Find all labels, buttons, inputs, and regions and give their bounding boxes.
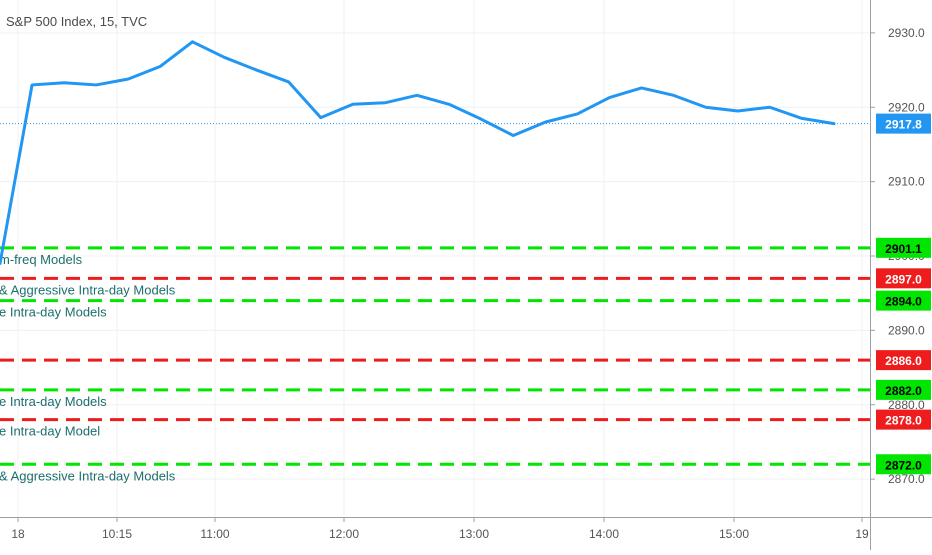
level-annotation: e Intra-day Models xyxy=(0,305,107,320)
y-tick-label: 2910.0 xyxy=(888,175,925,189)
x-tick-label: 13:00 xyxy=(459,527,489,541)
x-tick-label: 10:15 xyxy=(102,527,132,541)
y-tick-label: 2920.0 xyxy=(888,100,925,114)
level-price-tag-label: 2901.1 xyxy=(885,242,922,256)
level-annotation: e Intra-day Model xyxy=(0,424,100,439)
y-tick-label: 2890.0 xyxy=(888,323,925,337)
last-price-tag-label: 2917.8 xyxy=(885,118,922,132)
x-tick-label: 11:00 xyxy=(200,527,229,541)
level-annotation: e Intra-day Models xyxy=(0,394,107,409)
level-annotation: & Aggressive Intra-day Models xyxy=(0,282,176,297)
x-tick-label: 12:00 xyxy=(329,527,359,541)
level-price-tag-label: 2897.0 xyxy=(885,272,922,286)
x-tick-label: 18 xyxy=(11,527,25,541)
level-annotation: m-freq Models xyxy=(0,252,83,267)
level-price-tag-label: 2886.0 xyxy=(885,354,922,368)
x-tick-label: 15:00 xyxy=(719,527,749,541)
level-price-tag-label: 2878.0 xyxy=(885,414,922,428)
x-tick-label: 14:00 xyxy=(589,527,619,541)
y-tick-label: 2930.0 xyxy=(888,26,925,40)
level-price-tag-label: 2872.0 xyxy=(885,458,922,472)
level-annotation: & Aggressive Intra-day Models xyxy=(0,468,176,483)
x-tick-label: 19 xyxy=(855,527,869,541)
level-price-tag-label: 2882.0 xyxy=(885,384,922,398)
level-price-tag-label: 2894.0 xyxy=(885,295,922,309)
chart-title: S&P 500 Index, 15, TVC xyxy=(6,14,147,29)
